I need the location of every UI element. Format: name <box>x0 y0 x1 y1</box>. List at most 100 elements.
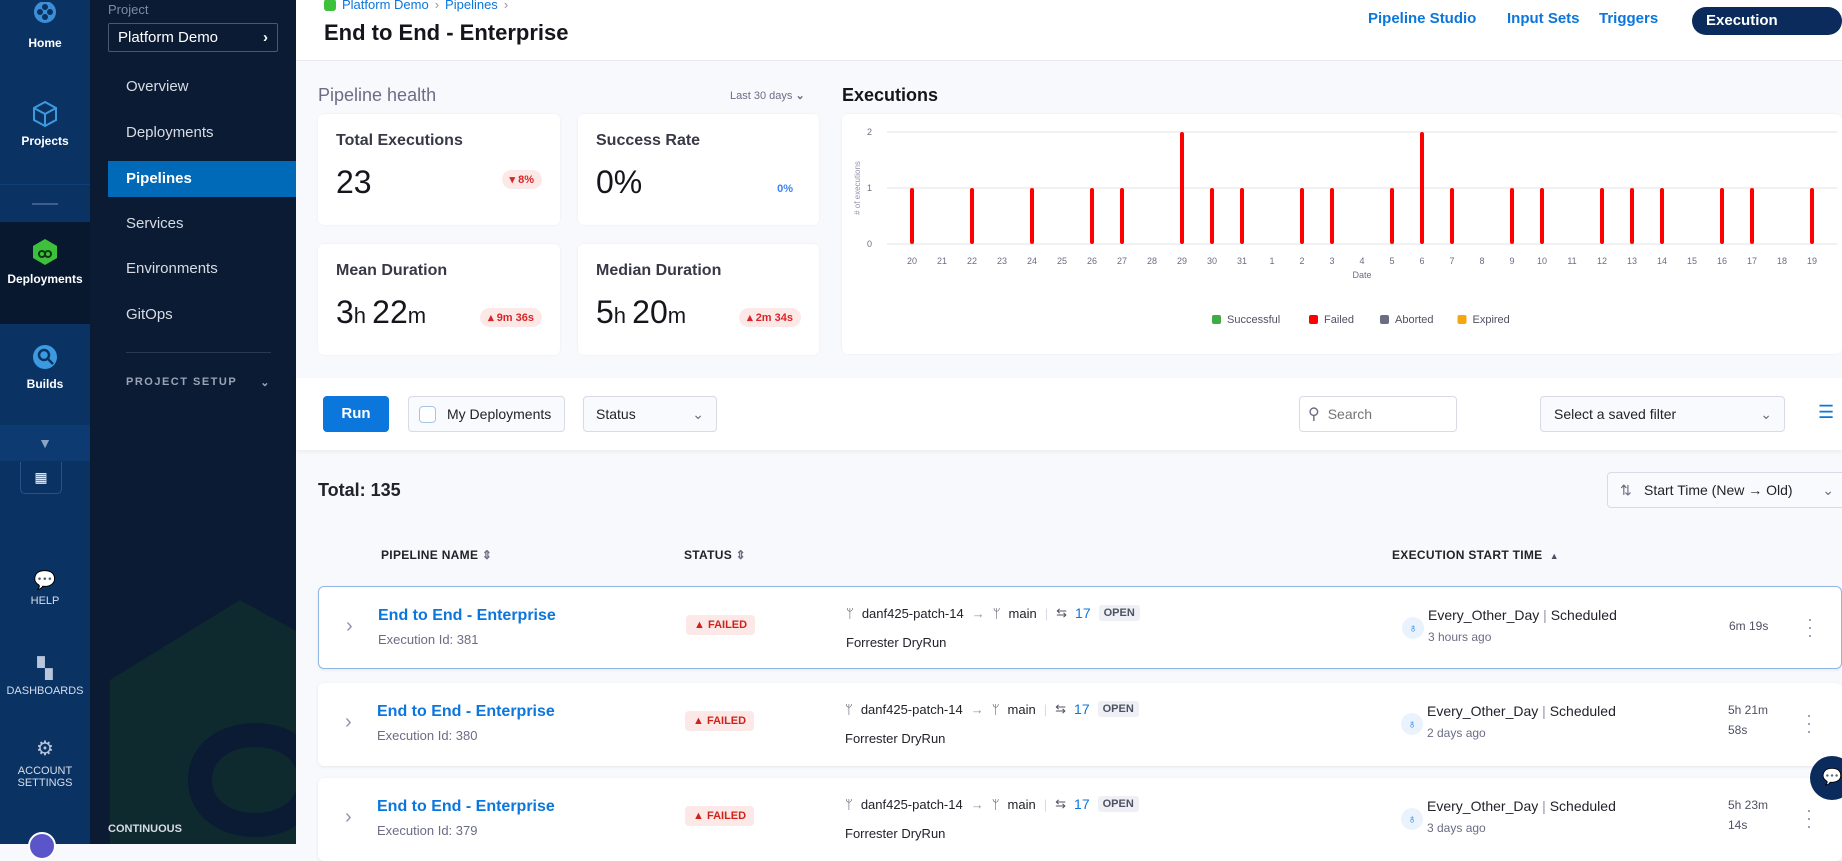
column-execution-start-time[interactable]: EXECUTION START TIME ▲ <box>1392 548 1559 562</box>
tab-input-sets[interactable]: Input Sets <box>1507 10 1580 27</box>
bar-failed <box>1300 188 1304 244</box>
chat-help-button[interactable]: 💬 <box>1810 756 1842 800</box>
rail-builds[interactable]: Builds <box>0 343 90 391</box>
duration: 5h 21m 58s <box>1728 703 1768 743</box>
range-select[interactable]: Last 30 days ⌄ <box>730 90 805 102</box>
pipeline-name-link[interactable]: End to End - Enterprise <box>377 703 555 720</box>
card-median-duration: Median Duration 5h 20m ▴ 2m 34s <box>578 244 819 355</box>
card-mean-duration: Mean Duration 3h 22m ▴ 9m 36s <box>318 244 560 355</box>
bar-failed <box>970 188 974 244</box>
execution-id: Execution Id: 380 <box>377 728 478 743</box>
x-axis-label: Date <box>1352 270 1371 280</box>
pr-state-badge: OPEN <box>1097 796 1139 812</box>
sort-select[interactable]: ⇅ Start Time (New → Old) ⌄ <box>1607 472 1842 508</box>
checkbox-icon <box>419 406 436 423</box>
pr-link[interactable]: 17 <box>1075 605 1091 621</box>
breadcrumb-project[interactable]: Platform Demo <box>342 0 429 12</box>
pipeline-name-link[interactable]: End to End - Enterprise <box>377 798 555 815</box>
scheduled-trigger-icon: ♁ <box>1401 808 1423 830</box>
rail-account-settings[interactable]: ⚙ ACCOUNT SETTINGS <box>0 736 90 789</box>
more-options-icon[interactable]: · · · <box>1806 705 1812 741</box>
tab-triggers[interactable]: Triggers <box>1599 10 1659 27</box>
avatar[interactable] <box>28 832 56 860</box>
arrow-right-icon: → <box>971 605 985 621</box>
x-tick-label: 9 <box>1509 256 1514 266</box>
status-badge: ▲ FAILED <box>686 615 756 635</box>
chevron-right-icon[interactable]: › <box>345 806 352 828</box>
arrow-down-icon: ▾ <box>509 174 516 186</box>
builds-icon <box>33 345 57 369</box>
x-tick-label: 7 <box>1449 256 1454 266</box>
watermark-logo <box>110 600 296 844</box>
execution-row[interactable]: › End to End - Enterprise Execution Id: … <box>318 586 1842 669</box>
bar-failed <box>1420 132 1424 244</box>
filter-settings-icon[interactable]: ☰ <box>1818 402 1835 422</box>
execution-row[interactable]: › End to End - Enterprise Execution Id: … <box>318 683 1842 766</box>
column-pipeline-name[interactable]: PIPELINE NAME ⇕ <box>381 548 493 562</box>
arrow-up-icon: ▴ <box>747 312 753 324</box>
grid-icon[interactable]: ▦ <box>20 462 62 494</box>
divider <box>126 352 271 353</box>
rail-help[interactable]: 💬 HELP <box>0 570 90 607</box>
chevron-down-icon: ⌄ <box>260 377 271 389</box>
column-status[interactable]: STATUS ⇕ <box>684 548 747 562</box>
project-setup-toggle[interactable]: PROJECT SETUP ⌄ <box>126 376 271 389</box>
breadcrumb-pipelines[interactable]: Pipelines <box>445 0 498 12</box>
status-select[interactable]: Status ⌄ <box>583 396 717 432</box>
trigger-type: Scheduled <box>1550 607 1617 623</box>
chevron-down-icon[interactable]: ▼ <box>0 425 90 461</box>
branch-icon: ᛘ <box>991 796 1000 812</box>
run-button[interactable]: Run <box>323 396 389 432</box>
more-options-icon[interactable]: · · · <box>1806 800 1812 836</box>
bar-failed <box>1390 188 1394 244</box>
sidebar-item-deployments[interactable]: Deployments <box>126 124 214 141</box>
arrow-right-icon: → <box>970 701 984 717</box>
main-content: Platform Demo › Pipelines › End to End - E… <box>296 0 1842 861</box>
sort-icon: ⇕ <box>735 548 747 562</box>
sort-asc-icon: ▲ <box>1549 551 1559 561</box>
rail-dashboards[interactable]: ▚ DASHBOARDS <box>0 656 90 697</box>
x-tick-label: 18 <box>1777 256 1787 266</box>
project-selector[interactable]: Platform Demo › <box>108 23 278 52</box>
bar-failed <box>1540 188 1544 244</box>
chevron-down-icon: ⌄ <box>1760 406 1772 422</box>
tab-execution-history[interactable]: Execution History <box>1692 7 1842 57</box>
warning-icon: ▲ <box>693 715 704 727</box>
pr-link[interactable]: 17 <box>1074 701 1090 717</box>
warning-icon: ▲ <box>694 619 705 631</box>
search-field[interactable]: ⚲ <box>1299 396 1457 432</box>
saved-filter-select[interactable]: Select a saved filter ⌄ <box>1540 396 1785 432</box>
trigger-name: Every_Other_Day <box>1428 607 1540 623</box>
rail-divider <box>0 184 90 220</box>
bar-failed <box>1120 188 1124 244</box>
status-badge: ▲ FAILED <box>685 711 755 731</box>
sidebar-item-pipelines[interactable]: Pipelines <box>108 161 296 197</box>
bar-failed <box>1180 132 1184 244</box>
x-tick-label: 30 <box>1207 256 1217 266</box>
chevron-right-icon[interactable]: › <box>346 615 353 637</box>
chevron-right-icon[interactable]: › <box>345 711 352 733</box>
x-tick-label: 27 <box>1117 256 1127 266</box>
rail-deployments[interactable]: Deployments <box>0 222 90 324</box>
search-input[interactable] <box>1327 406 1438 422</box>
tab-pipeline-studio[interactable]: Pipeline Studio <box>1368 10 1477 27</box>
sidebar-item-environments[interactable]: Environments <box>126 260 218 277</box>
rail-projects[interactable]: Projects <box>0 100 90 148</box>
sidebar-item-gitops[interactable]: GitOps <box>126 306 173 323</box>
total-count: Total: 135 <box>318 480 401 500</box>
my-deployments-checkbox[interactable]: My Deployments <box>408 396 565 432</box>
pr-link[interactable]: 17 <box>1074 796 1090 812</box>
x-tick-label: 22 <box>967 256 977 266</box>
sidebar-item-overview[interactable]: Overview <box>126 78 189 95</box>
rail-home[interactable]: Home <box>0 0 90 50</box>
sidebar-item-services[interactable]: Services <box>126 215 184 232</box>
pipeline-name-link[interactable]: End to End - Enterprise <box>378 607 556 624</box>
more-options-icon[interactable]: · · · <box>1807 609 1813 645</box>
bar-failed <box>1330 188 1334 244</box>
legend-swatch <box>1309 315 1318 324</box>
x-tick-label: 14 <box>1657 256 1667 266</box>
x-tick-label: 25 <box>1057 256 1067 266</box>
legend-label: Successful <box>1227 314 1280 326</box>
card-total-executions: Total Executions 23 ▾ 8% <box>318 114 560 225</box>
execution-row[interactable]: › End to End - Enterprise Execution Id: … <box>318 778 1842 861</box>
